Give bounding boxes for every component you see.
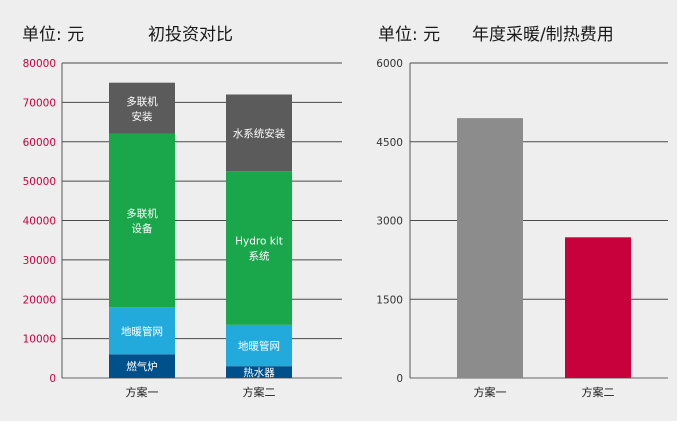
y-tick-label: 0 bbox=[396, 373, 403, 385]
y-tick-label: 1500 bbox=[376, 294, 403, 306]
x-tick-label: 方案一 bbox=[126, 385, 159, 399]
bar-segment bbox=[226, 324, 292, 367]
bar bbox=[565, 237, 631, 378]
bar-segment bbox=[226, 366, 292, 378]
y-tick-label: 30000 bbox=[23, 255, 56, 267]
segment-label: 设备 bbox=[132, 222, 153, 235]
segment-label: 地暖管网 bbox=[121, 325, 163, 338]
bar-segment bbox=[109, 133, 175, 308]
y-tick-label: 6000 bbox=[376, 58, 403, 70]
y-tick-label: 20000 bbox=[23, 294, 56, 306]
chart-title: 年度采暖/制热费用 bbox=[472, 25, 614, 45]
segment-label: 系统 bbox=[249, 250, 270, 263]
bar-segment bbox=[109, 307, 175, 355]
bar-segment bbox=[109, 82, 175, 134]
bar-segment bbox=[109, 354, 175, 378]
y-tick-label: 10000 bbox=[23, 334, 56, 346]
y-tick-label: 40000 bbox=[23, 216, 56, 228]
y-tick-label: 70000 bbox=[23, 97, 56, 109]
segment-label: 地暖管网 bbox=[238, 340, 280, 353]
segment-label: 水系统安装 bbox=[233, 127, 286, 140]
chart-2: 单位: 元 年度采暖/制热费用 0 1500 3000 4500 6000 方案一 方案二 bbox=[376, 25, 668, 399]
chart-1: 单位: 元 初投资对比 0 10000 20000 30000 40000 50000 6000… bbox=[22, 25, 342, 399]
x-tick-label: 方案一 bbox=[474, 385, 507, 399]
chart-title: 初投资对比 bbox=[148, 25, 233, 45]
segment-label: 热水器 bbox=[243, 366, 275, 379]
segment-label: 安装 bbox=[132, 110, 153, 123]
bar-segment bbox=[226, 94, 292, 172]
unit-label: 单位: 元 bbox=[378, 25, 440, 45]
bar-segment bbox=[226, 171, 292, 325]
segment-label: Hydro kit bbox=[235, 236, 283, 248]
segment-label: 燃气炉 bbox=[126, 360, 158, 373]
segment-label: 多联机 bbox=[126, 207, 158, 220]
segment-label: 多联机 bbox=[126, 95, 158, 108]
y-tick-label: 0 bbox=[49, 373, 56, 385]
y-tick-label: 80000 bbox=[23, 58, 56, 70]
y-tick-label: 3000 bbox=[376, 216, 403, 228]
unit-label: 单位: 元 bbox=[22, 25, 84, 45]
bar bbox=[457, 118, 523, 378]
y-tick-label: 50000 bbox=[23, 176, 56, 188]
y-tick-label: 60000 bbox=[23, 137, 56, 149]
x-tick-label: 方案二 bbox=[582, 385, 615, 399]
x-tick-label: 方案二 bbox=[243, 385, 276, 399]
y-tick-label: 4500 bbox=[376, 137, 403, 149]
